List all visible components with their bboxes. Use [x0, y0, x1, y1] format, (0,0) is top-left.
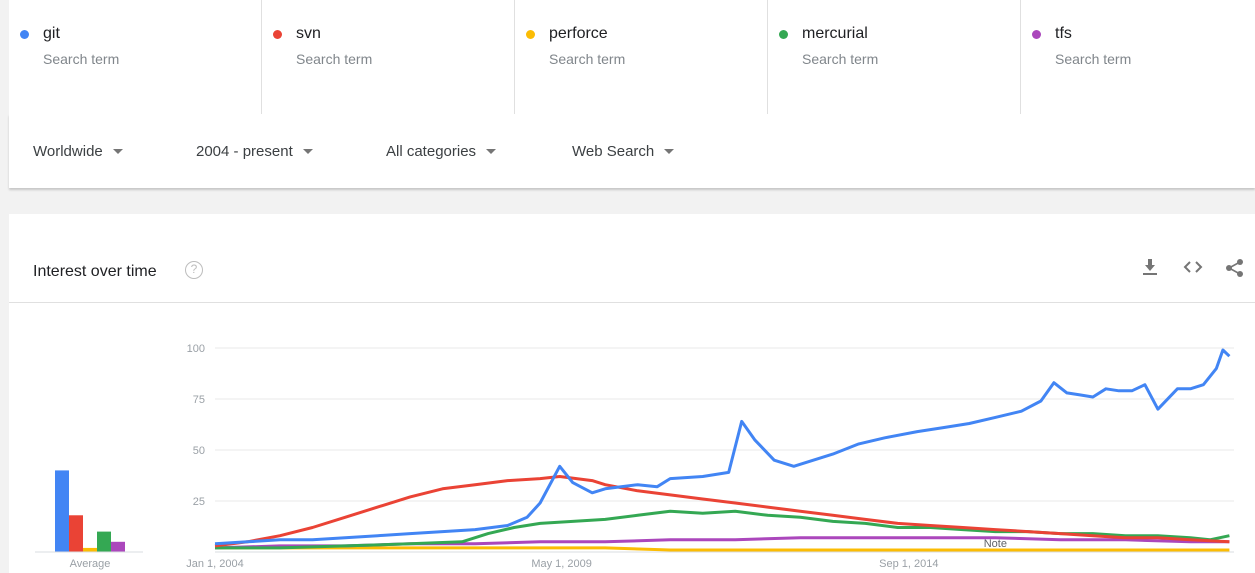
- chevron-down-icon: [112, 149, 123, 154]
- share-icon[interactable]: [1223, 258, 1247, 282]
- card-header: Interest over time ?: [9, 214, 1255, 303]
- interest-chart: Average 25 50 75 100 Jan 1, 2004 May 1, 2009 S…: [35, 343, 1234, 570]
- series-color-dot: [273, 30, 282, 39]
- download-icon[interactable]: [1138, 258, 1162, 282]
- embed-icon[interactable]: [1181, 258, 1205, 282]
- category-dropdown[interactable]: All categories: [386, 143, 497, 160]
- term-card-svn[interactable]: svn Search term: [262, 0, 515, 114]
- trends-page: git Search term svn Search term perforce…: [9, 0, 1255, 573]
- x-tick-label: May 1, 2009: [531, 558, 592, 570]
- term-card-mercurial[interactable]: mercurial Search term: [768, 0, 1021, 114]
- filter-bar: Worldwide 2004 - present All categories …: [9, 114, 1255, 188]
- term-type: Search term: [549, 51, 626, 67]
- x-tick-label: Sep 1, 2014: [879, 558, 938, 570]
- average-bar-git: [55, 470, 69, 552]
- chevron-down-icon: [664, 149, 675, 154]
- chevron-down-icon: [302, 149, 313, 154]
- average-bar-svn: [69, 515, 83, 552]
- share-glyph: [1226, 259, 1243, 277]
- y-tick-label: 100: [187, 343, 205, 355]
- help-icon[interactable]: ?: [185, 261, 203, 279]
- y-tick-label: 50: [193, 445, 205, 457]
- series-line-svn[interactable]: [214, 475, 1230, 548]
- time-range-label: 2004 - present: [196, 143, 293, 160]
- series-color-dot: [1032, 30, 1041, 39]
- series-line-mercurial[interactable]: [215, 509, 1230, 550]
- term-type: Search term: [802, 51, 879, 67]
- note-marker[interactable]: Note: [984, 538, 1007, 550]
- term-name: mercurial: [802, 25, 868, 42]
- term-card-git[interactable]: git Search term: [9, 0, 262, 114]
- region-label: Worldwide: [33, 143, 103, 160]
- interest-over-time-card: Interest over time ?: [9, 214, 1255, 573]
- search-type-label: Web Search: [572, 143, 655, 160]
- series-line-perforce[interactable]: [215, 546, 1230, 552]
- download-glyph: [1143, 259, 1157, 275]
- category-label: All categories: [386, 143, 477, 160]
- average-bar-perforce: [83, 547, 97, 552]
- term-type: Search term: [1055, 51, 1132, 67]
- region-dropdown[interactable]: Worldwide: [33, 143, 123, 160]
- term-name: svn: [296, 25, 321, 42]
- term-name: perforce: [549, 25, 608, 42]
- series-color-dot: [526, 30, 535, 39]
- search-terms-bar: git Search term svn Search term perforce…: [9, 0, 1255, 115]
- embed-glyph: [1183, 261, 1203, 273]
- search-type-dropdown[interactable]: Web Search: [572, 143, 675, 160]
- y-tick-label: 75: [193, 394, 205, 406]
- term-card-perforce[interactable]: perforce Search term: [515, 0, 768, 114]
- average-label: Average: [70, 558, 111, 570]
- x-tick-label: Jan 1, 2004: [186, 558, 244, 570]
- series-line-git[interactable]: [214, 348, 1231, 546]
- term-name: git: [43, 25, 60, 42]
- chevron-down-icon: [486, 149, 497, 154]
- series-color-dot: [20, 30, 29, 39]
- time-range-dropdown[interactable]: 2004 - present: [196, 143, 313, 160]
- term-type: Search term: [296, 51, 373, 67]
- average-bar-mercurial: [97, 531, 111, 552]
- card-title: Interest over time: [33, 263, 157, 280]
- term-card-tfs[interactable]: tfs Search term: [1021, 0, 1255, 114]
- average-bar-tfs: [111, 541, 125, 552]
- term-type: Search term: [43, 51, 120, 67]
- term-name: tfs: [1055, 25, 1072, 42]
- series-color-dot: [779, 30, 788, 39]
- y-tick-label: 25: [193, 496, 205, 508]
